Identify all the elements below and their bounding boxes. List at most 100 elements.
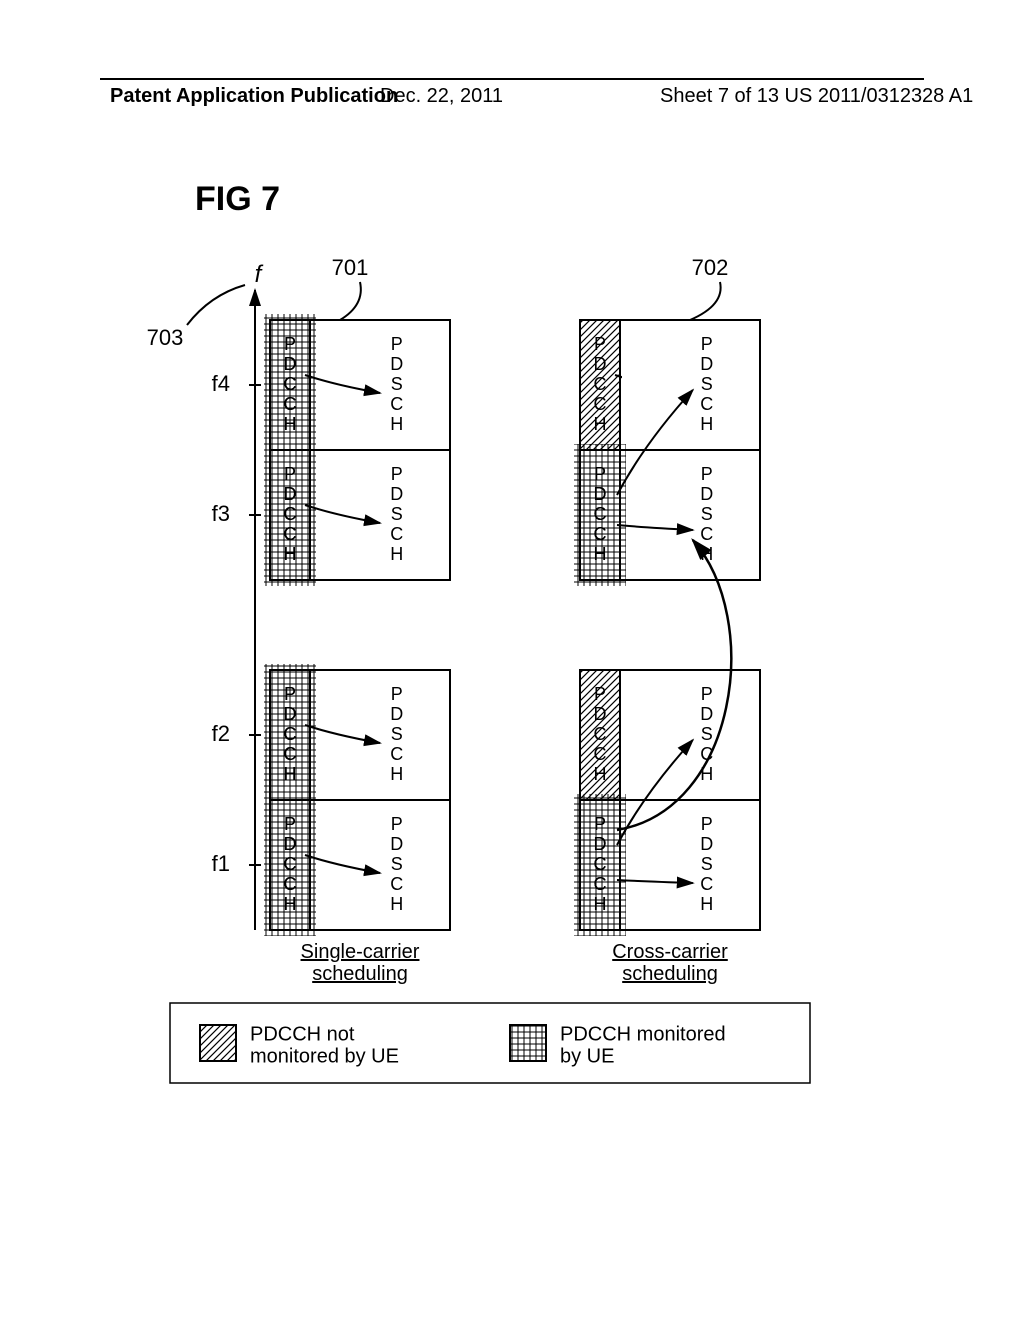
freq-label-f1: f1 (212, 851, 230, 876)
pdsch-label: C (390, 524, 403, 544)
ref-701-curve (340, 282, 361, 320)
ref-701: 701 (332, 255, 369, 280)
pdsch-label: C (700, 874, 713, 894)
pdcch-label: C (594, 394, 607, 414)
pdsch-label: P (391, 814, 403, 834)
pdcch-label: D (284, 834, 297, 854)
pdcch-label: C (284, 394, 297, 414)
pdsch-label: S (701, 724, 713, 744)
pdsch-label: S (391, 854, 403, 874)
ref-702: 702 (692, 255, 729, 280)
pdcch-label: P (284, 464, 296, 484)
page: Patent Application Publication Dec. 22, … (0, 0, 1024, 1320)
pdsch-label: C (390, 874, 403, 894)
pdcch-label: P (284, 684, 296, 704)
pdsch-region (620, 670, 760, 800)
freq-label-f2: f2 (212, 721, 230, 746)
pdsch-label: D (700, 704, 713, 724)
pdsch-label: P (701, 334, 713, 354)
pdsch-label: S (701, 854, 713, 874)
pdcch-label: H (284, 544, 297, 564)
pdcch-label: P (284, 334, 296, 354)
pdsch-label: D (390, 354, 403, 374)
pdsch-label: H (390, 894, 403, 914)
pdsch-label: H (390, 414, 403, 434)
pdsch-region (620, 450, 760, 580)
pdcch-label: C (284, 374, 297, 394)
pdsch-label: H (700, 894, 713, 914)
pdsch-label: S (391, 504, 403, 524)
pdsch-label: C (390, 744, 403, 764)
pdcch-label: C (594, 874, 607, 894)
pdcch-label: D (284, 354, 297, 374)
pdsch-region (310, 450, 450, 580)
sched-left-2: scheduling (312, 963, 408, 985)
legend-not-monitored-2: monitored by UE (250, 1045, 399, 1067)
pdsch-label: P (701, 814, 713, 834)
legend-monitored-1: PDCCH monitored (560, 1023, 726, 1045)
pdcch-label: P (594, 684, 606, 704)
freq-label-f4: f4 (212, 371, 230, 396)
pdsch-label: S (701, 374, 713, 394)
pdsch-label: D (390, 704, 403, 724)
pdcch-label: C (594, 524, 607, 544)
ref-703-curve (187, 285, 245, 325)
pdsch-label: P (701, 464, 713, 484)
pdcch-label: H (284, 894, 297, 914)
pdcch-label: H (284, 764, 297, 784)
pdsch-label: C (390, 394, 403, 414)
pdcch-label: D (284, 704, 297, 724)
pdsch-label: H (390, 764, 403, 784)
figure-title: FIG 7 (195, 180, 280, 219)
legend-not-monitored-1: PDCCH not (250, 1023, 355, 1045)
pdsch-label: S (391, 724, 403, 744)
diagram: f703f1f2f3f4701702PDCCHPDSCHPDCCHPDSCHPD… (110, 240, 910, 1260)
pdcch-label: D (594, 354, 607, 374)
legend-swatch-monitored (510, 1025, 546, 1061)
pdcch-label: P (284, 814, 296, 834)
sched-right-2: scheduling (622, 963, 718, 985)
header-left: Patent Application Publication (110, 85, 398, 108)
pdcch-label: C (284, 724, 297, 744)
pdsch-label: H (390, 544, 403, 564)
pdsch-label: S (391, 374, 403, 394)
pdcch-label: C (594, 744, 607, 764)
header-right: Sheet 7 of 13 US 2011/0312328 A1 (660, 85, 973, 108)
pdsch-region (310, 800, 450, 930)
pdsch-region (310, 670, 450, 800)
pdsch-label: C (700, 524, 713, 544)
legend-monitored-2: by UE (560, 1045, 614, 1067)
pdsch-label: D (700, 484, 713, 504)
pdsch-label: P (391, 684, 403, 704)
pdsch-label: P (701, 684, 713, 704)
ref-703: 703 (147, 325, 184, 350)
pdcch-label: D (284, 484, 297, 504)
pdcch-label: D (594, 834, 607, 854)
pdsch-label: S (701, 504, 713, 524)
pdsch-region (310, 320, 450, 450)
pdcch-label: H (594, 764, 607, 784)
header-rule (100, 78, 924, 80)
pdcch-label: D (594, 484, 607, 504)
pdcch-label: H (594, 414, 607, 434)
freq-axis-label: f (255, 261, 264, 288)
pdsch-label: C (700, 394, 713, 414)
header-mid: Dec. 22, 2011 (380, 85, 503, 108)
pdcch-label: C (284, 504, 297, 524)
pdcch-label: H (594, 544, 607, 564)
pdcch-label: C (594, 374, 607, 394)
sched-right-1: Cross-carrier (612, 941, 728, 963)
sched-left-1: Single-carrier (301, 941, 420, 963)
pdcch-label: H (284, 414, 297, 434)
diagram-svg: f703f1f2f3f4701702PDCCHPDSCHPDCCHPDSCHPD… (110, 240, 910, 1260)
pdcch-label: H (594, 894, 607, 914)
pdcch-label: C (284, 744, 297, 764)
pdsch-label: D (700, 354, 713, 374)
pdcch-label: C (594, 504, 607, 524)
pdsch-label: D (390, 834, 403, 854)
pdcch-label: C (594, 724, 607, 744)
pdcch-label: P (594, 464, 606, 484)
pdsch-label: H (700, 414, 713, 434)
pdcch-label: C (594, 854, 607, 874)
legend-swatch-not-monitored (200, 1025, 236, 1061)
